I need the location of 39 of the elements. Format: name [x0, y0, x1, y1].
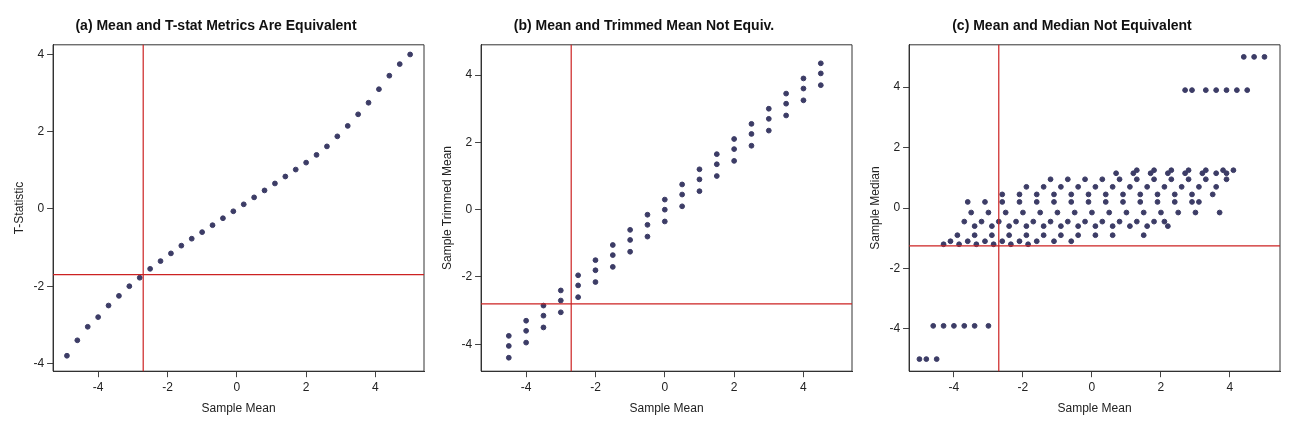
- x-tick-label: -4: [92, 379, 104, 394]
- x-tick-label: -4: [520, 379, 532, 394]
- x-tick-label: -2: [590, 379, 602, 394]
- x-tick-label: 0: [1088, 379, 1096, 394]
- y-tick-label: -4: [889, 321, 901, 336]
- y-tick-label: 4: [465, 67, 473, 82]
- x-tick-label: -2: [162, 379, 174, 394]
- x-tick-label: -4: [948, 379, 960, 394]
- y-tick-label: 4: [893, 79, 901, 94]
- y-tick-label: -4: [33, 355, 45, 370]
- y-tick-label: 0: [465, 201, 473, 216]
- y-axis-title: T-Statistic: [11, 181, 26, 235]
- y-tick-label: 4: [37, 46, 45, 61]
- x-axis-title: Sample Mean: [1057, 401, 1132, 416]
- x-tick-label: 4: [372, 379, 380, 394]
- y-tick-label: -2: [461, 269, 473, 284]
- chart-title: (a) Mean and T-stat Metrics Are Equivalent: [75, 17, 357, 34]
- x-tick-label: -2: [1017, 379, 1029, 394]
- y-tick-label: 2: [893, 139, 901, 154]
- x-tick-label: 4: [1226, 379, 1234, 394]
- x-tick-label: 2: [302, 379, 310, 394]
- x-tick-label: 0: [661, 379, 669, 394]
- y-tick-label: -2: [33, 278, 45, 293]
- chart-title: (b) Mean and Trimmed Mean Not Equiv.: [513, 17, 775, 34]
- x-tick-label: 4: [800, 379, 808, 394]
- y-axis-title: Sample Trimmed Mean: [439, 145, 454, 271]
- x-tick-label: 0: [233, 379, 241, 394]
- chart-title: (c) Mean and Median Not Equivalent: [952, 17, 1193, 34]
- y-tick-label: 0: [37, 201, 45, 216]
- y-tick-label: 2: [465, 134, 473, 149]
- y-tick-label: -2: [889, 260, 901, 275]
- y-tick-label: 0: [893, 200, 901, 215]
- y-axis-title: Sample Median: [867, 166, 882, 250]
- x-tick-label: 2: [1157, 379, 1165, 394]
- x-axis-title: Sample Mean: [201, 401, 276, 416]
- x-tick-label: 2: [730, 379, 738, 394]
- x-axis-title: Sample Mean: [629, 401, 704, 416]
- y-tick-label: 2: [37, 124, 45, 139]
- y-tick-label: -4: [461, 336, 473, 351]
